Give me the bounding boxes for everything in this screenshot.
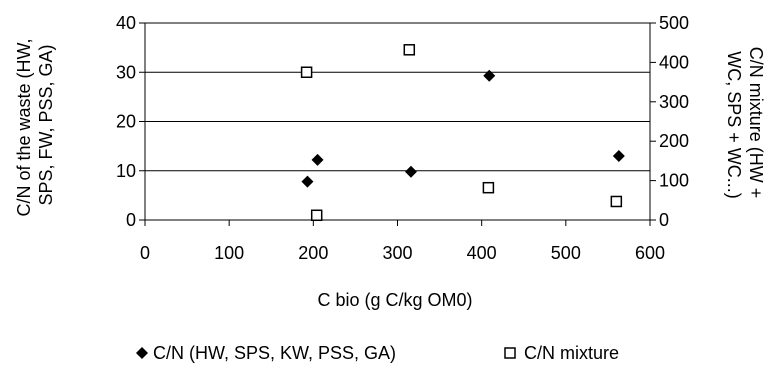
x-tick-label: 100 xyxy=(214,243,244,263)
y-right-tick-label: 200 xyxy=(659,131,689,151)
legend-label-series-2: C/N mixture xyxy=(524,343,619,363)
data-points xyxy=(300,44,625,222)
y-left-tick-label: 40 xyxy=(116,13,136,33)
legend-marker-square-icon xyxy=(504,347,516,359)
data-point-square xyxy=(610,195,623,208)
y-axis-left-title-line-2: SPS, FW, PSS, GA) xyxy=(36,44,56,205)
x-axis-title: C bio (g C/kg OM0) xyxy=(317,290,472,310)
data-point-square xyxy=(300,66,313,78)
data-point-diamond xyxy=(311,153,324,166)
y-axis-left-ticks: 0 10 20 30 40 xyxy=(116,13,145,230)
x-tick-label: 600 xyxy=(635,243,665,263)
x-axis-ticks: 0 100 200 300 400 500 600 xyxy=(140,220,665,263)
x-tick-label: 0 xyxy=(140,243,150,263)
y-left-tick-label: 10 xyxy=(116,161,136,181)
x-tick-label: 200 xyxy=(298,243,328,263)
legend: C/N (HW, SPS, KW, PSS, GA) C/N mixture xyxy=(136,343,619,363)
y-axis-right-title: C/N mixture (HW + WC, SPS + WC...) xyxy=(724,47,766,204)
y-axis-right-title-line-2: WC, SPS + WC...) xyxy=(724,51,744,199)
data-point-square xyxy=(310,209,323,222)
legend-marker-diamond-icon xyxy=(136,347,148,359)
y-left-tick-label: 20 xyxy=(116,112,136,132)
data-point-square xyxy=(403,44,416,56)
grid-lines xyxy=(145,22,650,172)
x-tick-label: 400 xyxy=(467,243,497,263)
data-point-square xyxy=(482,181,495,194)
y-axis-right-ticks: 0 100 200 300 400 500 xyxy=(650,13,689,230)
x-tick-label: 500 xyxy=(551,243,581,263)
legend-label-series-1: C/N (HW, SPS, KW, PSS, GA) xyxy=(153,343,396,363)
y-left-tick-label: 30 xyxy=(116,62,136,82)
data-point-diamond xyxy=(483,69,496,82)
data-point-diamond xyxy=(301,175,314,188)
x-tick-label: 300 xyxy=(382,243,412,263)
y-axis-right-title-line-1: C/N mixture (HW + xyxy=(746,47,766,199)
y-axis-left-title-line-1: C/N of the waste (HW, xyxy=(14,38,34,216)
y-axis-left-title: C/N of the waste (HW, SPS, FW, PSS, GA) xyxy=(14,33,56,216)
y-right-tick-label: 0 xyxy=(659,210,669,230)
y-right-tick-label: 400 xyxy=(659,52,689,72)
y-right-tick-label: 300 xyxy=(659,92,689,112)
y-left-tick-label: 0 xyxy=(126,210,136,230)
y-right-tick-label: 500 xyxy=(659,13,689,33)
y-right-tick-label: 100 xyxy=(659,171,689,191)
data-point-diamond xyxy=(404,165,417,178)
data-point-diamond xyxy=(612,149,625,162)
